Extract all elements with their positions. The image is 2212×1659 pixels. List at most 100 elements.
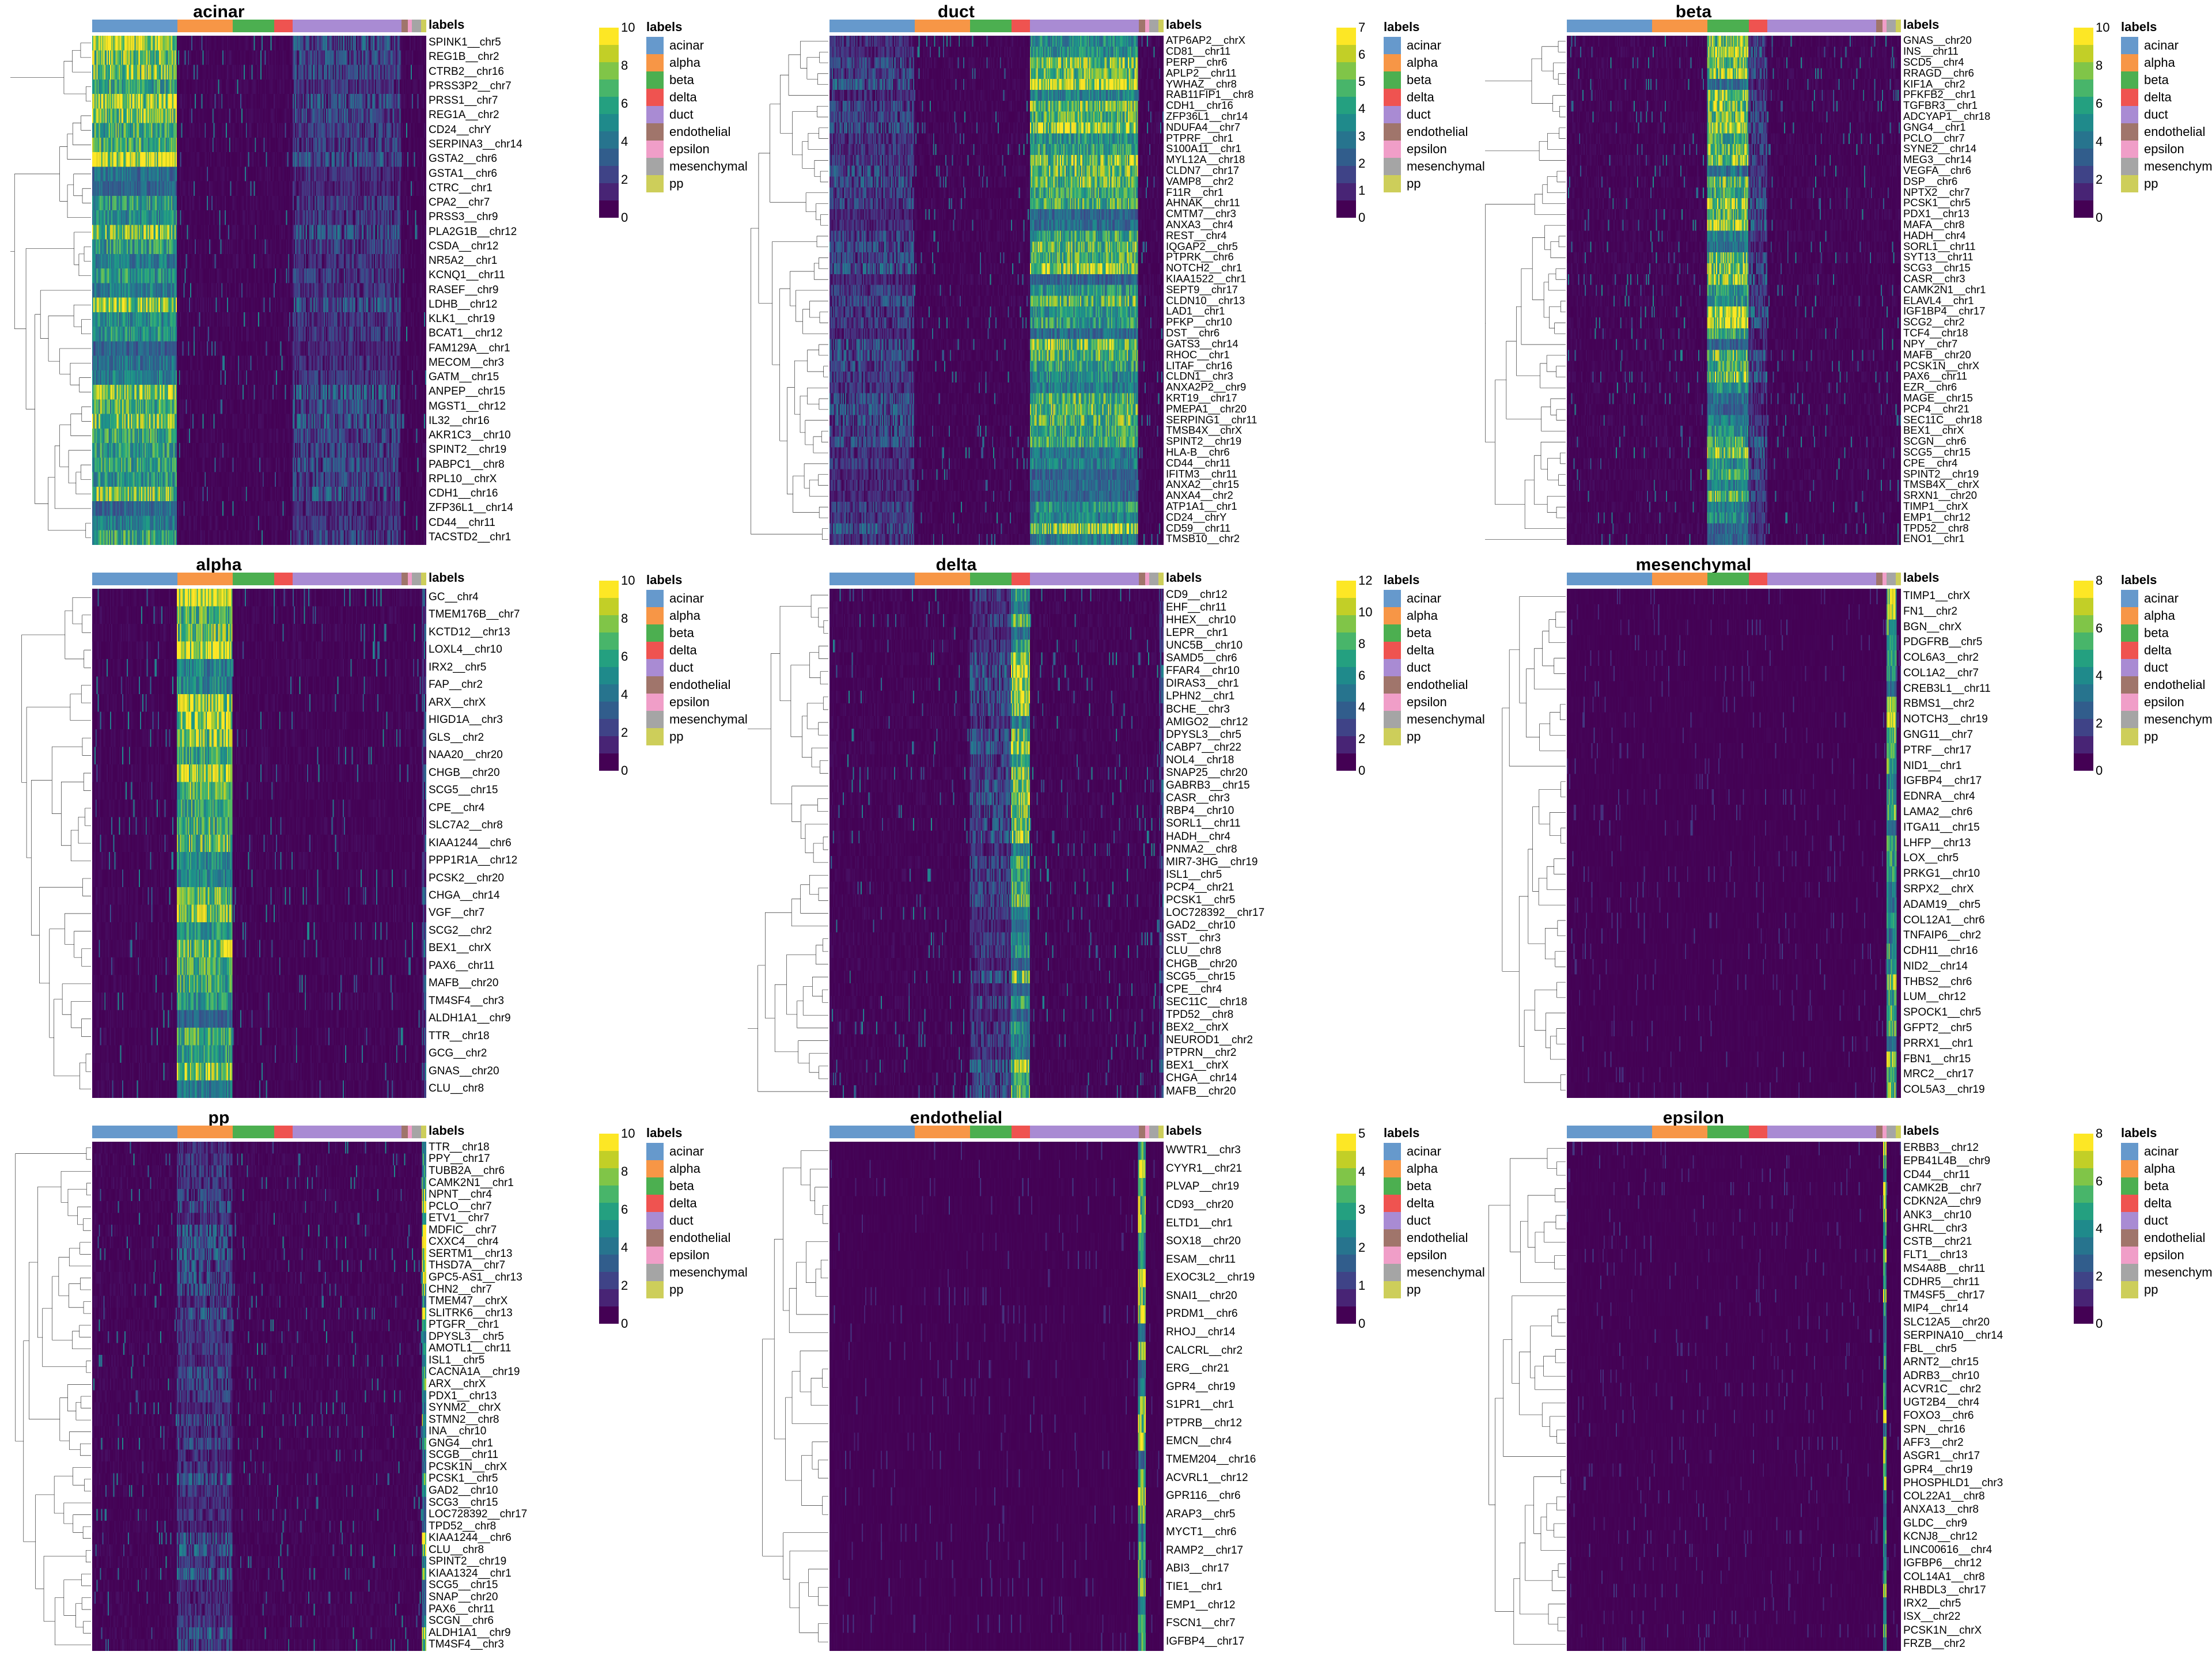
gene-label: TCF4__chr18 [1903, 327, 1968, 339]
gene-label: CABP7__chr22 [1166, 741, 1241, 753]
legend-item-acinar: acinar [1384, 590, 1485, 607]
annotation-segment-alpha [177, 1126, 233, 1138]
legend-item-mesenchymal: mesenchymal [1384, 158, 1485, 175]
gene-label: PDGFRB__chr5 [1903, 636, 1983, 649]
gene-label: PAX6__chr11 [1903, 370, 1967, 382]
legend-swatch-beta [1384, 71, 1401, 89]
legend-item-acinar: acinar [646, 37, 748, 54]
annotation-segment-pp [1896, 573, 1901, 585]
legend-label: alpha [1407, 1161, 1438, 1176]
gene-label: NDUFA4__chr7 [1166, 120, 1241, 133]
annotation-segment-endothelial [1876, 20, 1883, 32]
gene-label: NPY__chr7 [1903, 337, 1958, 350]
gene-label: COL1A2__chr7 [1903, 666, 1979, 679]
legend-label: epsilon [669, 142, 710, 156]
legend-item-delta: delta [1384, 89, 1485, 106]
labels-legend-epsilon: labels acinar alpha beta delta duct endothelia… [2121, 1126, 2212, 1298]
legend-item-alpha: alpha [1384, 1160, 1485, 1177]
colorbar-tick-label: 6 [621, 649, 628, 664]
legend-swatch-pp [2121, 728, 2138, 745]
legend-label: acinar [1407, 38, 1441, 52]
gene-label: HHEX__chr10 [1166, 613, 1236, 626]
gene-label: SLITRK6__chr13 [429, 1306, 513, 1319]
gene-label: TPD52__chr8 [1903, 521, 1969, 534]
annotation-segment-alpha [1652, 573, 1707, 585]
gene-list-header: labels [1166, 570, 1202, 585]
gene-label: GFPT2__chr5 [1903, 1022, 1972, 1035]
gene-label: PTPRB__chr12 [1166, 1416, 1243, 1429]
gene-label: HIGD1A__chr3 [429, 714, 503, 726]
legend-item-duct: duct [1384, 106, 1485, 123]
legend-swatch-mesenchymal [1384, 1264, 1401, 1281]
gene-label: GLS__chr2 [429, 731, 484, 744]
annotation-segment-acinar [1567, 1126, 1652, 1138]
gene-label: ANPEP__chr15 [429, 385, 506, 398]
annotation-segment-acinar [1567, 573, 1652, 585]
gene-label: CLDN1__chr3 [1166, 370, 1233, 382]
gene-label-list-alpha: GC__chr4 TMEM176B__chr7 KCTD12__chr13 LOXL4… [429, 589, 601, 1098]
colorbar-tick-label: 6 [1358, 668, 1366, 683]
legend-label: mesenchymal [669, 712, 748, 726]
panel-title-alpha: alpha [196, 555, 242, 574]
annotation-segment-beta [232, 573, 275, 585]
colorbar-tick-label: 4 [1358, 101, 1366, 116]
legend-swatch-beta [2121, 624, 2138, 642]
gene-label: TNFAIP6__chr2 [1903, 929, 1982, 942]
gene-label: SCG5__chr15 [1903, 446, 1971, 458]
legend-item-beta: beta [1384, 624, 1485, 642]
gene-label: CMTM7__chr3 [1166, 207, 1236, 220]
legend-swatch-duct [646, 1212, 664, 1229]
gene-label: KIAA1244__chr6 [429, 836, 512, 849]
annotation-segment-beta [969, 1126, 1012, 1138]
legend-swatch-endothelial [2121, 123, 2138, 141]
legend-item-mesenchymal: mesenchymal [2121, 158, 2212, 175]
legend-item-acinar: acinar [646, 590, 748, 607]
gene-label: SNAP25__chr20 [1166, 767, 1248, 779]
gene-label: PLA2G1B__chr12 [429, 225, 517, 238]
legend-title: labels [2121, 20, 2157, 34]
legend-swatch-alpha [646, 607, 664, 624]
colorbar-tick-label: 8 [2096, 573, 2103, 588]
legend-label: beta [2144, 626, 2169, 640]
gene-label: KIF1A__chr2 [1903, 77, 1965, 90]
legend-item-endothelial: endothelial [646, 1229, 748, 1247]
gene-label: MYCT1__chr6 [1166, 1526, 1237, 1539]
gene-label: NEUROD1__chr2 [1166, 1034, 1253, 1047]
colorbar-ticks: 0 2 4 6 8 10 12 [1358, 573, 1393, 778]
gene-label: PCSK1N__chrX [1903, 359, 1980, 372]
colorbar-ticks: 0 2 4 6 8 10 [621, 573, 656, 778]
gene-label: RBMS1__chr2 [1903, 698, 1975, 710]
gene-label: MECOM__chr3 [429, 356, 504, 369]
legend-item-epsilon: epsilon [646, 141, 748, 158]
colorbar-tick-label: 4 [621, 687, 628, 702]
legend-swatch-pp [1384, 175, 1401, 192]
legend-item-delta: delta [2121, 89, 2212, 106]
gene-label: CDHR5__chr11 [1903, 1275, 1980, 1288]
colorbar-tick-label: 8 [621, 611, 628, 626]
gene-label: RAMP2__chr17 [1166, 1544, 1244, 1556]
gene-label: CD44__chr11 [1166, 456, 1231, 469]
legend-swatch-epsilon [1384, 141, 1401, 158]
gene-label: PCLO__chr7 [429, 1200, 492, 1213]
colorbar-tick-label: 10 [2096, 20, 2110, 35]
labels-legend-alpha: labels acinar alpha beta delta duct endothelia… [646, 573, 748, 745]
gene-label: CHN2__chr7 [429, 1283, 492, 1296]
legend-swatch-mesenchymal [646, 158, 664, 175]
colorbar-tick-label: 0 [621, 1316, 628, 1331]
legend-swatch-alpha [1384, 54, 1401, 71]
legend-label: delta [669, 643, 697, 657]
legend-swatch-beta [2121, 1177, 2138, 1195]
legend-label: beta [2144, 73, 2169, 87]
colorbar-tick-label: 3 [1358, 1202, 1366, 1217]
row-dendrogram [10, 36, 91, 545]
heatmap-panel-endothelial: endothelial WWTR1__chr3 CYYR1__chr21 PLVAP_… [737, 1106, 1485, 1659]
gene-label: IFITM3__chr11 [1166, 467, 1237, 480]
colorbar-tick-label: 2 [2096, 1268, 2103, 1283]
gene-label: CD93__chr20 [1166, 1199, 1234, 1211]
gene-label: SYNE2__chr14 [1903, 142, 1976, 155]
labels-legend-duct: labels acinar alpha beta delta duct endothelia… [1384, 20, 1485, 192]
annotation-segment-alpha [914, 1126, 970, 1138]
gene-label: GAD2__chr10 [1166, 919, 1236, 932]
legend-swatch-acinar [1384, 590, 1401, 607]
gene-label: KCNQ1__chr11 [429, 269, 505, 282]
